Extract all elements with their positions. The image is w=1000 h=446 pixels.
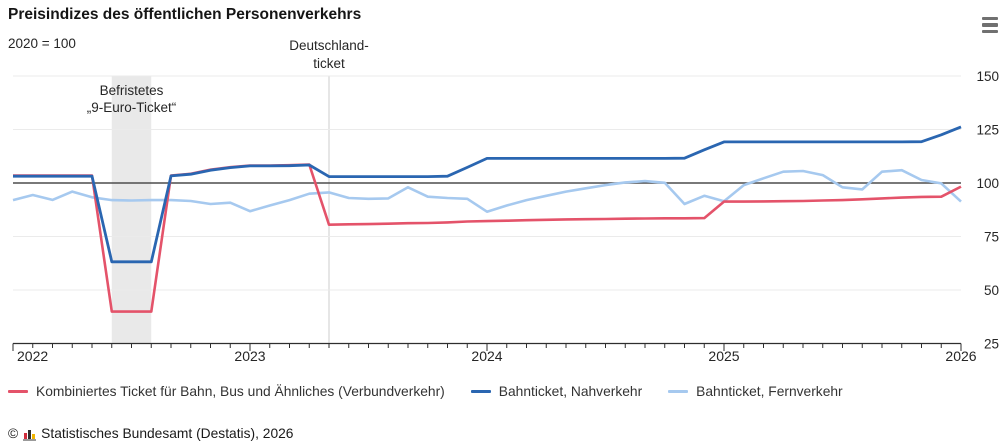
index-base-note: 2020 = 100 [8, 36, 76, 51]
page-title: Preisindizes des öffentlichen Personenve… [8, 6, 362, 23]
x-axis-year-label: 2024 [471, 348, 502, 364]
series-line-2 [13, 125, 962, 264]
band-annotation-label: Befristetes [100, 83, 164, 98]
vline-annotation-label: Deutschland- [289, 38, 369, 53]
legend-label: Bahnticket, Fernverkehr [696, 384, 843, 399]
copyright-symbol: © [8, 426, 19, 441]
logo-bar-black [28, 429, 32, 439]
hamburger-icon [982, 16, 998, 21]
hamburger-icon [982, 23, 998, 27]
event-band-9-euro-ticket [111, 76, 152, 344]
chart-annotations: Befristetes „9-Euro-Ticket“ Deutschland-ti… [87, 38, 369, 115]
chart-gridlines [13, 75, 961, 291]
chart-x-axis [12, 342, 962, 351]
series-line-3 [12, 168, 962, 213]
vline-annotation-label: ticket [313, 56, 345, 71]
y-axis-label: 100 [976, 176, 999, 191]
hamburger-icon [982, 29, 998, 34]
x-axis-year-label: 2025 [708, 348, 739, 364]
logo-bar-red [24, 432, 28, 439]
y-axis-label: 125 [976, 122, 999, 137]
source-line: © Statistisches Bundesamt (Destatis), 20… [8, 426, 293, 441]
legend-swatch-icon [668, 390, 689, 393]
destatis-logo-icon [23, 427, 37, 441]
y-axis-label: 150 [976, 69, 999, 84]
x-axis-year-label: 2022 [17, 348, 48, 364]
legend-item[interactable]: Kombiniertes Ticket für Bahn, Bus und Äh… [8, 384, 445, 399]
y-axis-label: 75 [984, 229, 999, 244]
legend-item[interactable]: Bahnticket, Nahverkehr [470, 384, 643, 399]
chart-event-markers [111, 76, 330, 344]
x-axis-year-label: 2023 [234, 348, 265, 364]
legend-swatch-icon [8, 390, 28, 393]
chart-axis-labels: 2022 2023 2024 2025 2026 150 125 100 75 50 25 [17, 69, 999, 364]
legend-label: Kombiniertes Ticket für Bahn, Bus und Äh… [36, 384, 445, 399]
logo-bar-yellow [32, 433, 36, 439]
y-axis-label: 50 [984, 283, 999, 298]
menu-button[interactable] [972, 11, 1000, 39]
source-text: Statistisches Bundesamt (Destatis), 2026 [41, 426, 294, 441]
y-axis-label: 25 [984, 336, 999, 351]
x-axis-year-label: 2026 [945, 348, 976, 364]
legend: Kombiniertes Ticket für Bahn, Bus und Äh… [8, 384, 843, 399]
legend-label: Bahnticket, Nahverkehr [498, 384, 643, 399]
legend-swatch-icon [470, 390, 491, 393]
legend-item[interactable]: Bahnticket, Fernverkehr [668, 384, 843, 399]
chart-series [12, 125, 962, 313]
band-annotation-label: „9-Euro-Ticket“ [87, 100, 177, 115]
